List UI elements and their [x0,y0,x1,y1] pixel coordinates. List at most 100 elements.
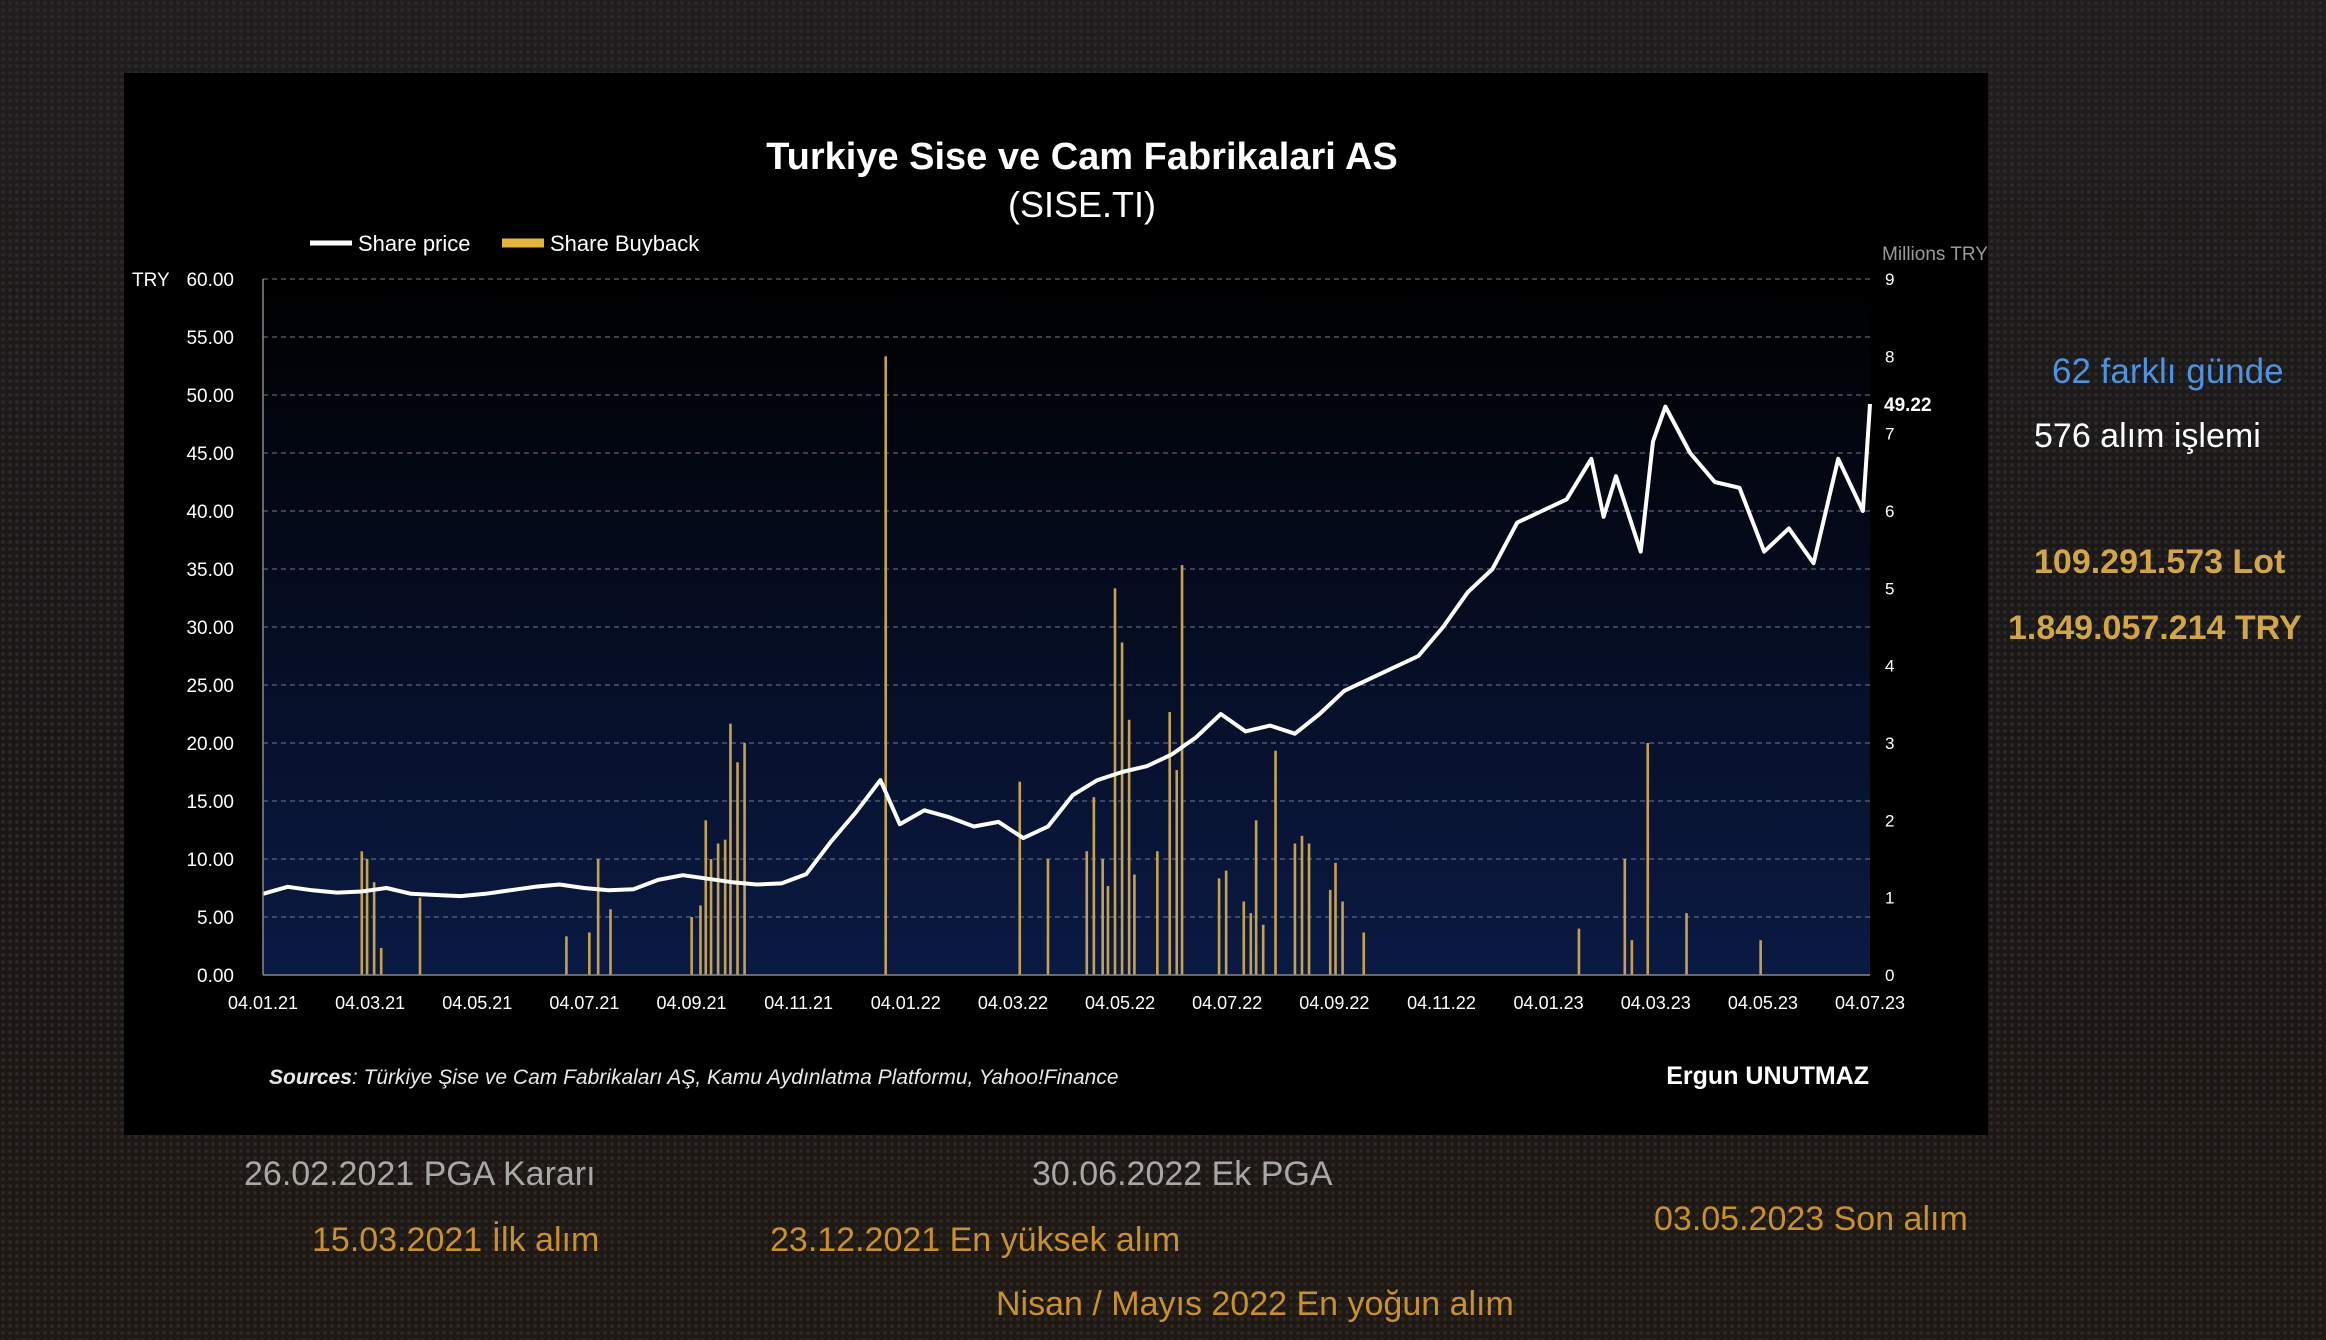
legend-label-share-buyback: Share Buyback [550,231,700,256]
sources-label: Sources [269,1066,352,1089]
note-busiest-buy: Nisan / Mayıs 2022 En yoğun alım [996,1285,1514,1323]
x-tick-label: 04.07.21 [549,993,619,1013]
share-price-line [262,403,1872,899]
y-tick-left-label: 50.00 [186,386,234,407]
y-tick-left-label: 60.00 [186,270,234,291]
y-tick-left-label: 0.00 [197,966,234,987]
y-tick-right-label: 0 [1885,966,1894,985]
buyback-bar [1092,797,1096,975]
buyback-bar [1106,886,1110,975]
buyback-bar [1085,851,1089,975]
buyback-bar [418,897,422,975]
chart-panel: 0.00 5.00 10.00 15.00 20.00 25.00 30.00 35.00 40… [124,73,1988,1135]
x-tick-label: 04.01.23 [1514,993,1584,1013]
buyback-bar [743,743,746,975]
sources-text: : Türkiye Şise ve Cam Fabrikaları AŞ, Ka… [352,1066,1119,1089]
buyback-bar [596,859,600,975]
buyback-bar [365,859,369,975]
y-tick-left-label: 10.00 [186,850,234,871]
buyback-bar [1217,878,1221,975]
left-axis-unit: TRY [132,270,170,291]
buyback-bar [1630,940,1634,975]
buyback-bar [1127,719,1131,975]
buyback-bar [723,839,727,975]
buyback-bar [1156,851,1159,975]
buyback-bar [372,882,376,975]
y-tick-right-label: 1 [1885,889,1894,908]
y-tick-left-label: 40.00 [186,502,234,523]
note-pga-decision: 26.02.2021 PGA Kararı [244,1155,596,1193]
note-last-buy: 03.05.2023 Son alım [1654,1200,1968,1238]
stat-days: 62 farklı günde [2052,352,2284,391]
buyback-bar [565,936,568,975]
buyback-bar [609,909,612,975]
buyback-bar [1759,940,1762,975]
buyback-bar [1180,565,1184,975]
x-tick-label: 04.01.22 [871,993,941,1013]
buyback-bars [360,356,1762,975]
y-tick-left-label: 55.00 [186,328,234,349]
x-tick-label: 04.11.22 [1407,993,1476,1013]
buyback-bar [1341,901,1344,975]
buyback-bar [1175,770,1179,975]
x-tick-label: 04.11.21 [764,993,833,1013]
author-credit: Ergun UNUTMAZ [1666,1062,1869,1090]
y-tick-right-label: 3 [1885,734,1894,753]
stat-trades: 576 alım işlemi [2034,417,2261,455]
sources-note: Sources: Türkiye Şise ve Cam Fabrikaları… [269,1066,1119,1089]
buyback-bar [1261,924,1265,975]
note-highest-buy: 23.12.2021 En yüksek alım [770,1221,1181,1259]
buyback-bar [1249,913,1253,975]
buyback-bar [729,723,732,975]
x-tick-label: 04.05.21 [442,993,512,1013]
buyback-bar [1293,843,1297,975]
x-tick-label: 04.05.22 [1085,993,1155,1013]
chart-subtitle: (SISE.TI) [1008,184,1156,225]
y-tick-left-label: 25.00 [186,676,234,697]
buyback-bar [1133,874,1136,975]
buyback-bar [690,917,693,975]
stat-amount: 1.849.057.214 TRY [2008,609,2302,647]
last-price-label: 49.22 [1884,395,1932,416]
y-tick-right-label: 6 [1885,502,1894,521]
x-tick-label: 04.07.23 [1835,993,1905,1013]
buyback-bar [1101,859,1104,975]
y-tick-right-label: 5 [1885,579,1894,598]
x-tick-label: 04.07.22 [1192,993,1262,1013]
buyback-bar [709,859,713,975]
buyback-bar [1300,835,1304,975]
buyback-bar [1018,781,1022,975]
y-tick-right-label: 9 [1885,270,1894,289]
y-tick-right-label: 4 [1885,657,1894,676]
buyback-bar [699,905,702,975]
buyback-bar [1362,932,1366,975]
stat-lots: 109.291.573 Lot [2034,543,2286,581]
buyback-bar [1224,870,1228,975]
buyback-bar [1328,889,1332,975]
buyback-bar [1577,928,1581,975]
buyback-bar [1113,588,1117,975]
y-tick-left-label: 45.00 [186,444,234,465]
y-tick-left-label: 35.00 [186,560,234,581]
buyback-bar [716,843,720,975]
buyback-bar [1274,750,1277,975]
buyback-bar [1307,843,1311,975]
x-tick-label: 04.09.22 [1299,993,1369,1013]
right-axis-unit: Millions TRY [1882,244,1988,265]
x-tick-label: 04.09.21 [656,993,726,1013]
y-tick-right-label: 7 [1885,425,1894,444]
legend-label-share-price: Share price [358,231,471,256]
y-tick-left-label: 5.00 [197,908,234,929]
x-tick-label: 04.05.23 [1728,993,1798,1013]
buyback-bar [379,947,383,975]
buyback-bar [1685,913,1688,975]
chart-title: Turkiye Sise ve Cam Fabrikalari AS [766,136,1398,178]
y-tick-left-label: 15.00 [186,792,234,813]
buyback-bar [1646,743,1650,975]
buyback-bar [1254,820,1258,975]
buyback-bar [588,932,591,975]
buyback-bar [1623,859,1627,975]
buyback-bar [1242,901,1246,975]
y-tick-left-label: 30.00 [186,618,234,639]
y-tick-left-label: 20.00 [186,734,234,755]
